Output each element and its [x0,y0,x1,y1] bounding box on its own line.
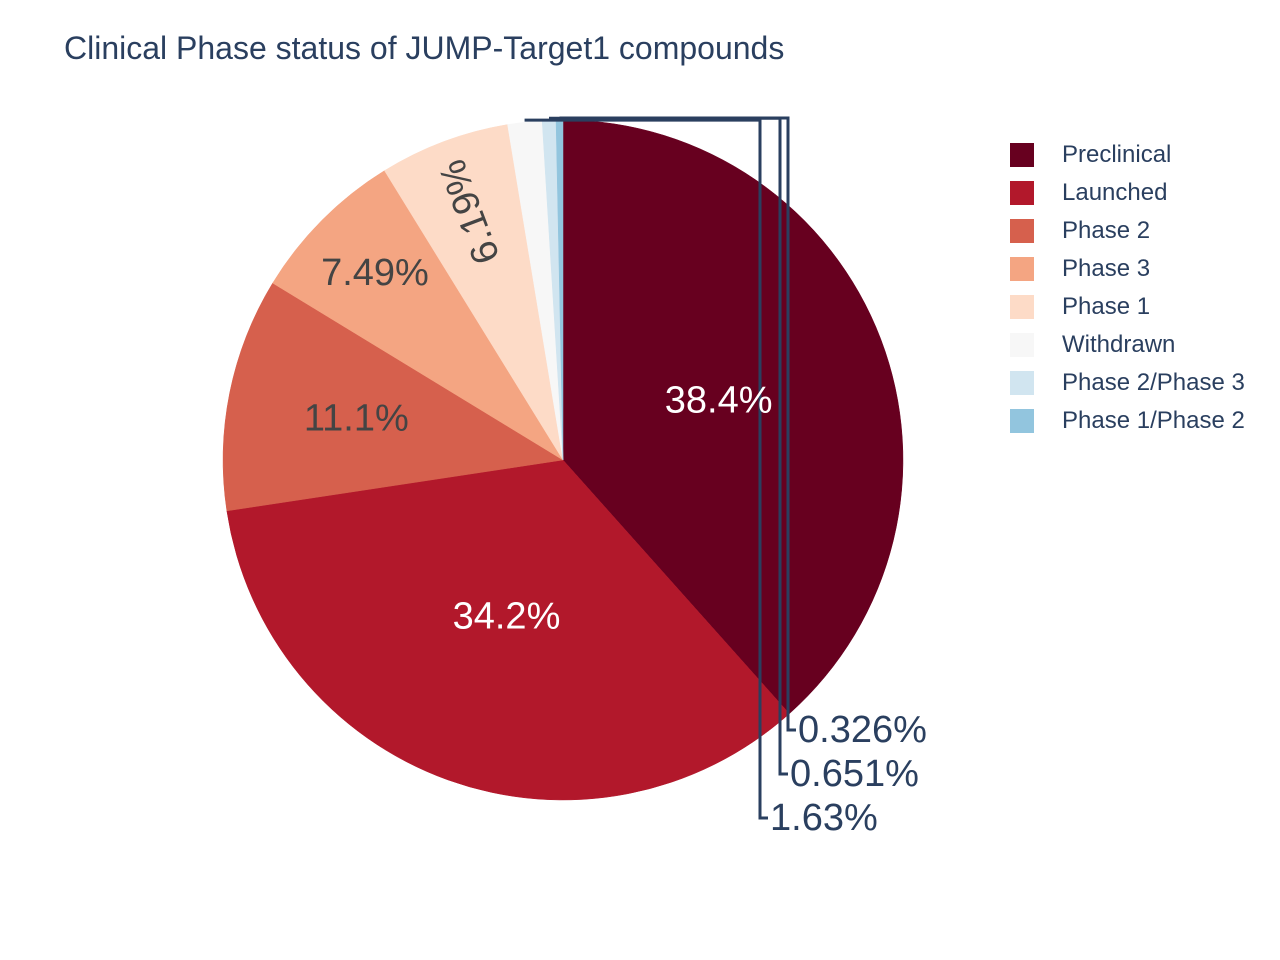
slice-label-preclinical: 38.4% [665,380,773,422]
legend-item-phase-2-phase-3[interactable]: Phase 2/Phase 3 [1010,364,1245,402]
pie-slice-phase-3[interactable] [272,170,564,461]
pie-slice-phase-1[interactable] [384,124,564,461]
legend-label: Phase 1 [1062,293,1151,320]
slice-label-withdrawn: 1.63% [770,797,878,839]
legend-label: Phase 3 [1062,255,1151,282]
legend-swatch [1010,333,1034,357]
legend-swatch [1010,181,1034,205]
legend-label: Withdrawn [1062,331,1176,358]
slice-label-phase-2-phase-3: 0.651% [790,753,919,795]
legend-item-launched[interactable]: Launched [1010,174,1245,212]
legend-item-phase-2[interactable]: Phase 2 [1010,212,1245,250]
legend-swatch [1010,257,1034,281]
legend-label: Preclinical [1062,141,1172,168]
leader-line-withdrawn [524,118,768,820]
legend-item-withdrawn[interactable]: Withdrawn [1010,326,1245,364]
legend-swatch [1010,143,1034,167]
pie-slice-launched[interactable] [226,459,790,801]
legend-label: Phase 1/Phase 2 [1062,407,1245,434]
slice-label-phase-2: 11.1% [304,397,409,439]
legend-item-preclinical[interactable]: Preclinical [1010,136,1245,174]
slice-label-phase-1-phase-2: 0.326% [798,709,927,751]
pie-slice-preclinical[interactable] [562,119,904,715]
legend-item-phase-1-phase-2[interactable]: Phase 1/Phase 2 [1010,402,1245,440]
legend-swatch [1010,295,1034,319]
legend-swatch [1010,371,1034,395]
legend-label: Launched [1062,179,1168,206]
leader-lines [524,116,796,820]
slice-label-phase-3: 7.49% [321,252,429,294]
pie-slices [222,119,904,801]
legend-item-phase-3[interactable]: Phase 3 [1010,250,1245,288]
legend-swatch [1010,219,1034,243]
pie-slice-phase-2[interactable] [222,282,564,512]
legend-label: Phase 2 [1062,217,1151,244]
legend-label: Phase 2/Phase 3 [1062,369,1245,396]
leader-line-phase-2-phase-3 [549,116,788,776]
slice-label-launched: 34.2% [453,596,561,638]
legend-item-phase-1[interactable]: Phase 1 [1010,288,1245,326]
legend-swatch [1010,409,1034,433]
chart-title: Clinical Phase status of JUMP-Target1 co… [64,30,785,66]
legend: Preclinical Launched Phase 2 Phase 3 Phase 1… [1010,136,1245,440]
